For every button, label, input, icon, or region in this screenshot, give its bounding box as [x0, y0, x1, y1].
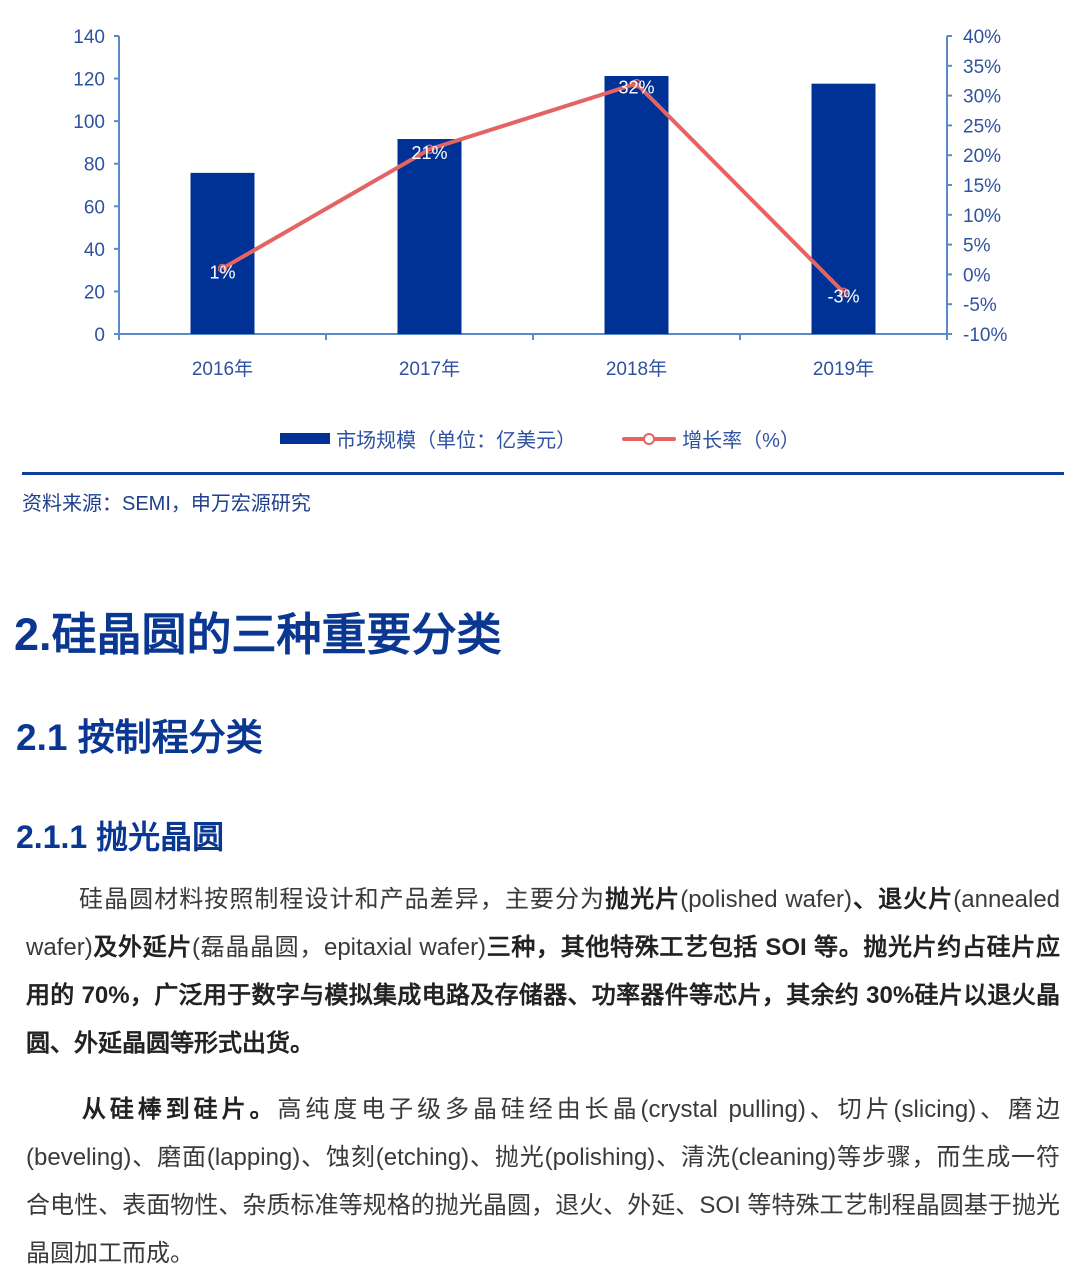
legend-label-market-size: 市场规模（单位：亿美元） — [336, 430, 577, 452]
left-tick-label: 0 — [94, 325, 105, 346]
text-run: (annealed wafer) — [26, 886, 1061, 961]
left-tick-label: 120 — [73, 70, 105, 91]
paragraph-wafer-types: 硅晶圆材料按照制程设计和产品差异，主要分为抛光片(polished wafer)… — [26, 876, 1060, 1068]
left-tick-label: 80 — [84, 155, 105, 176]
right-tick-label: 30% — [963, 87, 1001, 108]
left-tick-label: 100 — [73, 112, 105, 133]
left-tick-label: 60 — [84, 197, 105, 218]
paragraph-rod-to-wafer: 从硅棒到硅片。高纯度电子级多晶硅经由长晶(crystal pulling)、切片… — [26, 1086, 1060, 1278]
text-run: (polished wafer) — [680, 886, 853, 913]
line-marker-swatch-icon — [622, 429, 677, 449]
section-heading-2-1-1: 2.1.1 抛光晶圆 — [16, 819, 225, 855]
right-tick-label: 15% — [963, 176, 1001, 197]
growth-data-label: 1% — [209, 262, 235, 282]
x-category-label: 2018年 — [606, 358, 667, 380]
market-size-chart: 0 20 40 60 80 100 120 140 -10% -5% 0% 5% 10% 15% 20% 25… — [0, 0, 1080, 470]
x-category-label: 2019年 — [813, 358, 874, 380]
text-run: (磊晶晶圆，epitaxial wafer) — [192, 934, 487, 961]
right-tick-label: 0% — [963, 265, 991, 286]
text-run: 高纯度电子级多晶硅经由长晶(crystal pulling)、切片(slicin… — [26, 1096, 1060, 1267]
right-tick-label: 40% — [963, 27, 1001, 48]
right-tick-label: -5% — [963, 295, 997, 316]
chart-source-note: 资料来源：SEMI，申万宏源研究 — [22, 493, 311, 515]
line-point-marker — [838, 287, 849, 298]
line-point-marker — [631, 78, 642, 89]
bold-run: 三种，其他特殊工艺包括 SOI 等。抛光片约占硅片应用的 70%，广泛用于数字与… — [26, 934, 1060, 1057]
growth-data-label: -3% — [827, 286, 859, 306]
bar-2018年 — [604, 76, 669, 334]
source-divider — [22, 472, 1064, 475]
section-heading-2: 2.硅晶圆的三种重要分类 — [14, 609, 502, 660]
bold-run: 及外延片 — [92, 934, 193, 961]
left-tick-label: 40 — [84, 240, 105, 261]
legend-item-growth-rate: 增长率（%） — [622, 424, 800, 453]
text-run: 硅晶圆材料按照制程设计和产品差异，主要分为 — [78, 886, 606, 913]
right-tick-label: 10% — [963, 206, 1001, 227]
right-tick-label: -10% — [963, 325, 1007, 346]
section-heading-2-1: 2.1 按制程分类 — [16, 717, 263, 758]
x-category-label: 2017年 — [399, 358, 460, 380]
left-tick-label: 140 — [73, 27, 105, 48]
left-tick-label: 20 — [84, 282, 105, 303]
bold-run: 抛光片 — [605, 886, 681, 913]
right-tick-label: 25% — [963, 116, 1001, 137]
bar-2017年 — [397, 139, 462, 334]
x-category-label: 2016年 — [192, 358, 253, 380]
growth-data-label: 21% — [411, 143, 447, 163]
legend-item-market-size: 市场规模（单位：亿美元） — [280, 424, 576, 453]
legend-label-growth-rate: 增长率（%） — [682, 430, 800, 452]
right-tick-label: 20% — [963, 146, 1001, 167]
bold-run: 、退火片 — [852, 886, 954, 913]
growth-rate-line — [221, 81, 845, 294]
growth-data-label: 32% — [618, 78, 654, 98]
bold-run: 从硅棒到硅片。 — [78, 1096, 278, 1123]
line-point-marker — [217, 263, 228, 274]
bar-swatch-icon — [280, 433, 331, 444]
line-point-marker — [424, 144, 435, 154]
right-tick-label: 35% — [963, 57, 1001, 78]
bar-2016年 — [190, 172, 255, 334]
chart-legend: 市场规模（单位：亿美元） 增长率（%） — [0, 424, 1080, 453]
right-tick-label: 5% — [963, 236, 991, 257]
chart-plot-area: 0 20 40 60 80 100 120 140 -10% -5% 0% 5% 10% 15% 20% 25… — [73, 27, 1007, 380]
